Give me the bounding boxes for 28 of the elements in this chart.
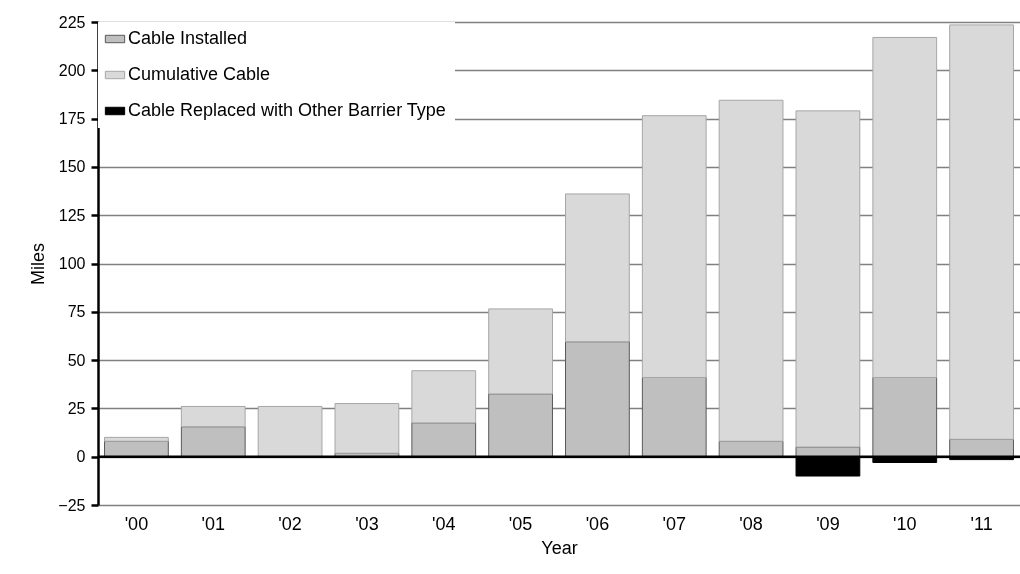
- y-tick-label: 150: [58, 158, 86, 176]
- y-tick-label: 175: [58, 110, 86, 128]
- y-tick-label: 75: [67, 303, 86, 321]
- x-tick-label: '07: [662, 513, 686, 534]
- x-tick-label: '01: [201, 513, 225, 534]
- x-tick-label: '03: [355, 513, 379, 534]
- y-tick-label: 50: [67, 351, 86, 369]
- y-tick-label: 0: [76, 448, 86, 466]
- legend-label: Cable Installed: [128, 28, 248, 48]
- x-axis-title: Year: [541, 537, 578, 558]
- y-tick-label: 225: [58, 13, 86, 31]
- y-tick-label: 200: [58, 61, 86, 79]
- x-tick-label: '04: [432, 513, 456, 534]
- y-tick-label: 100: [58, 255, 86, 272]
- x-tick-label: '09: [816, 513, 840, 534]
- x-tick-label: '02: [278, 513, 302, 534]
- x-tick-label: '08: [739, 513, 763, 534]
- legend-label: Cumulative Cable: [128, 64, 271, 84]
- y-tick-label: 25: [67, 399, 86, 417]
- x-tick-label: '00: [124, 513, 149, 534]
- legend-label: Cable Replaced with Other Barrier Type: [128, 100, 446, 120]
- x-tick-label: '11: [970, 513, 993, 534]
- x-tick-label: '05: [508, 513, 533, 534]
- y-axis-title: Miles: [28, 242, 49, 286]
- x-tick-label: '10: [893, 513, 917, 534]
- x-tick-label: '06: [585, 513, 610, 534]
- y-tick-label: 125: [58, 206, 86, 224]
- y-tick-label: −25: [58, 496, 86, 514]
